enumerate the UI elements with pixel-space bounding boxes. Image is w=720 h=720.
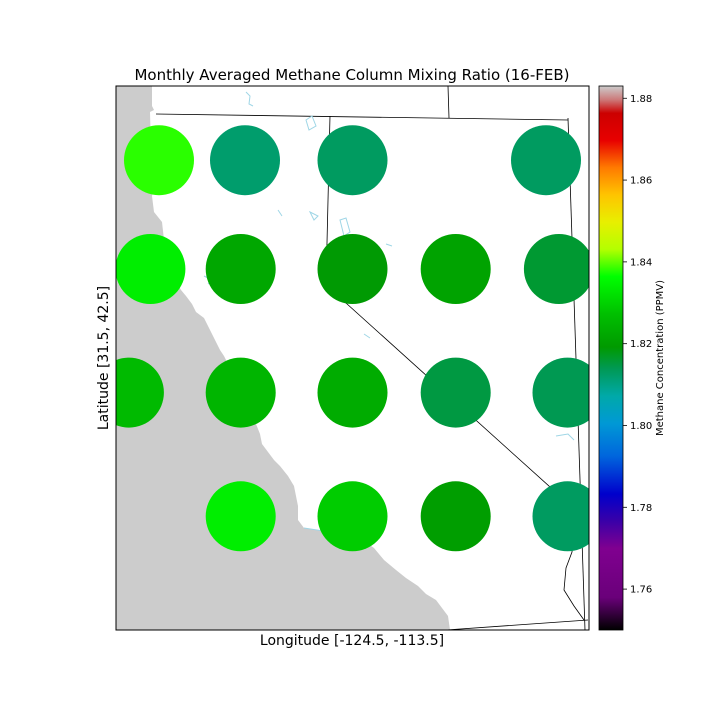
colorbar-tick-label: 1.88 <box>630 94 652 105</box>
colorbar-tick-label: 1.82 <box>630 339 652 350</box>
data-point-1 <box>124 125 194 196</box>
data-points <box>116 125 589 552</box>
colorbar-tick-label: 1.78 <box>630 503 652 514</box>
data-point-8 <box>420 234 491 304</box>
data-point-6 <box>205 234 276 304</box>
colorbar-tick-label: 1.80 <box>630 421 652 432</box>
colorbar-gradient <box>598 85 624 631</box>
colorbar-tick-label: 1.76 <box>630 585 652 596</box>
colorbar-label: Methane Concentration (PPMV) <box>655 280 666 436</box>
colorbar-ticks: 1.76 1.78 1.80 1.82 1.84 1.86 1.88 <box>623 94 652 596</box>
data-point-3 <box>317 125 388 196</box>
y-axis-label: Latitude [31.5, 42.5] <box>96 286 112 430</box>
data-point-4 <box>511 125 581 196</box>
map-frame <box>115 85 590 631</box>
map-plot-area <box>116 86 589 630</box>
ocean-region <box>116 86 450 630</box>
data-point-10 <box>116 357 164 428</box>
colorbar-tick-label: 1.86 <box>630 176 652 187</box>
data-point-2 <box>210 125 280 196</box>
x-axis-label: Longitude [-124.5, -113.5] <box>260 633 444 649</box>
colorbar: 1.76 1.78 1.80 1.82 1.84 1.86 1.88 Methane Con… <box>598 85 666 631</box>
colorbar-tick-label: 1.84 <box>630 257 652 268</box>
data-point-16 <box>317 481 388 552</box>
data-point-13 <box>420 357 491 428</box>
data-point-5 <box>116 234 186 304</box>
data-point-17 <box>420 481 491 552</box>
data-point-9 <box>523 234 589 304</box>
data-point-12 <box>317 357 388 428</box>
data-point-15 <box>205 481 276 552</box>
data-point-7 <box>317 234 388 304</box>
chart-title: Monthly Averaged Methane Column Mixing R… <box>134 66 569 84</box>
data-point-11 <box>205 357 276 428</box>
data-point-14 <box>532 357 589 428</box>
data-point-18 <box>532 481 589 552</box>
